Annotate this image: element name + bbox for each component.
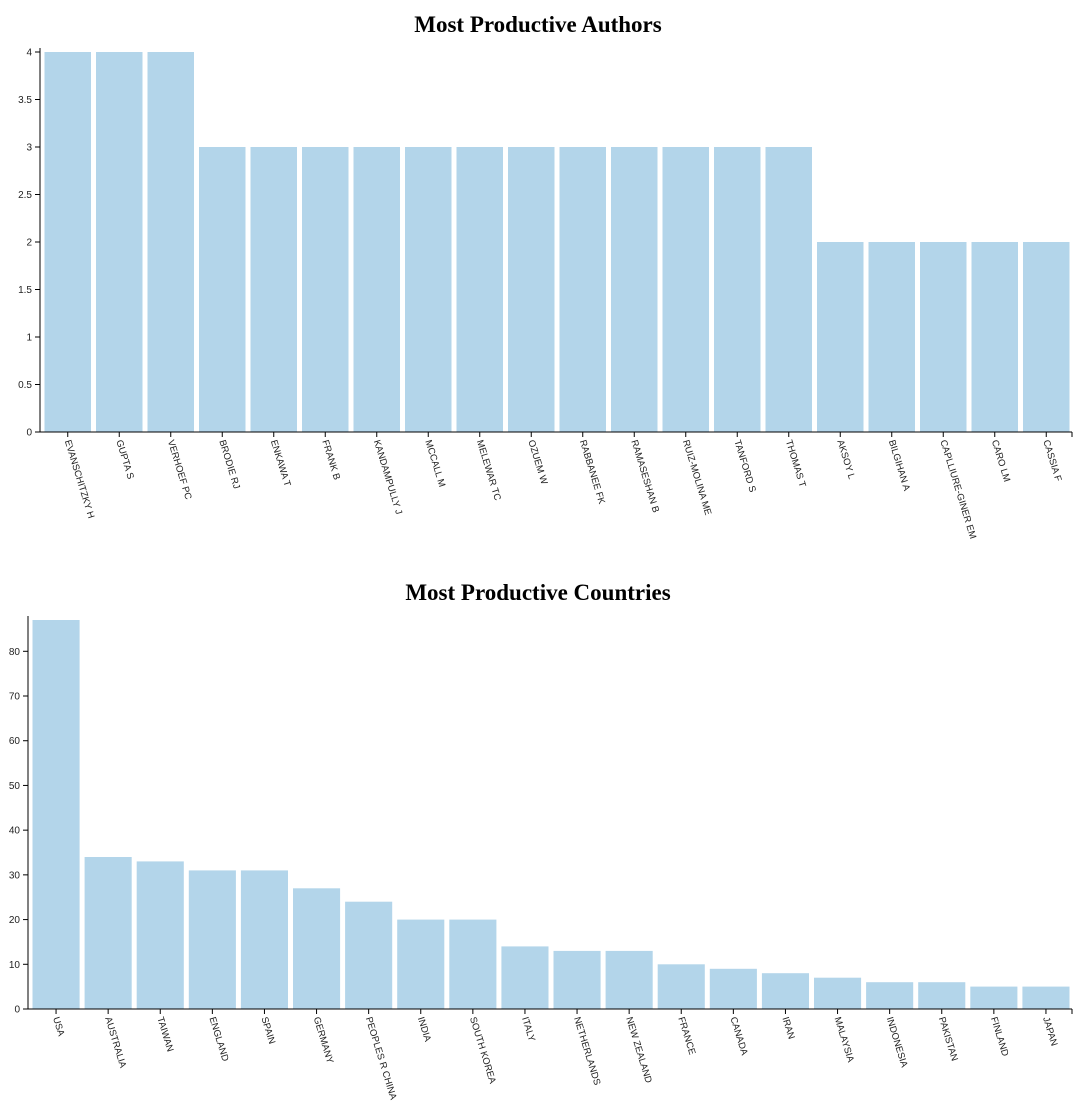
country-bar: [188, 870, 236, 1009]
author-bar: [44, 52, 91, 432]
author-bar: [662, 147, 709, 432]
country-bar: [501, 946, 549, 1009]
country-x-tick-label: INDIA: [415, 1016, 433, 1044]
country-x-tick-label: GERMANY: [311, 1016, 336, 1066]
country-x-tick-label: PEOPLES R CHINA: [363, 1016, 399, 1102]
country-bar: [240, 870, 288, 1009]
author-bar: [96, 52, 143, 432]
author-bar: [868, 242, 915, 432]
author-bar: [147, 52, 194, 432]
country-x-tick-label: NEW ZEALAND: [623, 1016, 654, 1085]
author-bar: [920, 242, 967, 432]
country-bar: [814, 977, 862, 1009]
country-bar: [32, 620, 80, 1009]
country-x-tick-label: IRAN: [780, 1016, 797, 1041]
country-bar: [345, 901, 393, 1009]
country-y-tick-label: 10: [9, 960, 21, 971]
country-y-tick-label: 20: [9, 915, 21, 926]
author-y-tick-label: 3: [26, 143, 32, 154]
author-bar: [817, 242, 864, 432]
country-x-tick-label: MALAYSIA: [832, 1016, 856, 1065]
author-y-tick-label: 2: [26, 238, 32, 249]
country-bar: [1022, 986, 1070, 1009]
author-bar: [714, 147, 761, 432]
country-bar: [553, 950, 601, 1009]
country-x-tick-label: SPAIN: [259, 1016, 278, 1046]
country-bar: [918, 982, 966, 1009]
country-y-tick-label: 50: [9, 781, 21, 792]
author-bar: [199, 147, 246, 432]
country-x-tick-label: TAIWAN: [154, 1016, 175, 1054]
country-y-tick-label: 30: [9, 870, 21, 881]
country-bar: [605, 950, 653, 1009]
country-bar: [761, 973, 809, 1009]
country-x-tick-label: FRANCE: [675, 1016, 697, 1057]
author-y-tick-label: 2.5: [18, 190, 32, 201]
country-bar: [970, 986, 1018, 1009]
author-y-tick-label: 0.5: [18, 380, 32, 391]
author-bar: [611, 147, 658, 432]
author-y-tick-label: 1: [26, 333, 32, 344]
country-x-tick-label: INDONESIA: [884, 1016, 910, 1070]
author-bar: [456, 147, 503, 432]
author-bar: [250, 147, 297, 432]
country-x-tick-label: NETHERLANDS: [571, 1016, 602, 1087]
author-bar: [971, 242, 1018, 432]
country-bar: [449, 919, 497, 1009]
country-x-tick-label: FINLAND: [988, 1016, 1010, 1058]
country-y-tick-label: 80: [9, 647, 21, 658]
country-y-tick-label: 40: [9, 826, 21, 837]
country-x-tick-label: JAPAN: [1040, 1016, 1059, 1048]
country-y-tick-label: 0: [14, 1005, 20, 1016]
country-bar: [657, 964, 705, 1009]
country-bar: [397, 919, 445, 1009]
author-bar: [405, 147, 452, 432]
country-x-tick-label: AUSTRALIA: [102, 1016, 128, 1070]
author-y-tick-label: 3.5: [18, 95, 32, 106]
country-x-tick-label: PAKISTAN: [936, 1016, 960, 1063]
author-bar: [559, 147, 606, 432]
country-x-tick-label: SOUTH KOREA: [467, 1016, 498, 1086]
country-bar: [136, 861, 184, 1009]
country-bar: [709, 968, 757, 1009]
countries-chart-title: Most Productive Countries: [405, 580, 671, 605]
author-bar: [1023, 242, 1070, 432]
author-y-tick-label: 4: [26, 48, 32, 59]
country-x-tick-label: USA: [50, 1016, 66, 1039]
country-bar: [293, 888, 341, 1009]
author-bar: [353, 147, 400, 432]
country-y-tick-label: 70: [9, 692, 21, 703]
author-y-tick-label: 1.5: [18, 285, 32, 296]
country-bar: [866, 982, 914, 1009]
author-bar: [302, 147, 349, 432]
author-bar: [508, 147, 555, 432]
country-bar: [84, 857, 132, 1009]
country-x-tick-label: ENGLAND: [207, 1016, 231, 1063]
author-bar: [765, 147, 812, 432]
author-y-tick-label: 0: [26, 428, 32, 439]
country-y-tick-label: 60: [9, 736, 21, 747]
authors-chart-title: Most Productive Authors: [414, 12, 662, 37]
country-x-tick-label: CANADA: [728, 1016, 750, 1058]
country-x-tick-label: ITALY: [519, 1016, 537, 1044]
